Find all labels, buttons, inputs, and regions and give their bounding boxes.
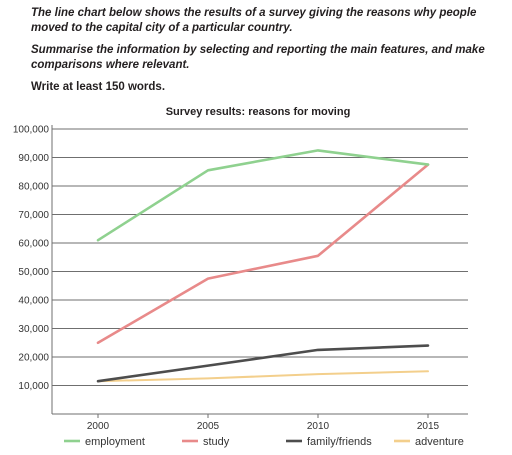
series-line-study: [96, 163, 430, 345]
legend-label: adventure: [415, 436, 464, 448]
x-tick-label: 2000: [87, 421, 110, 432]
legend-label: study: [203, 436, 230, 448]
y-tick-label: 80,000: [18, 182, 49, 193]
y-tick-label: 60,000: [18, 239, 49, 250]
series-line-family-friends: [96, 344, 430, 383]
x-tick-label: 2005: [197, 421, 220, 432]
y-tick-label: 40,000: [18, 296, 49, 307]
legend-label: family/friends: [307, 436, 372, 448]
x-tick-label: 2015: [417, 421, 440, 432]
series-line-adventure: [97, 370, 429, 383]
y-tick-label: 30,000: [18, 324, 49, 335]
y-tick-label: 70,000: [18, 210, 49, 221]
legend-label: employment: [85, 436, 145, 448]
y-tick-label: 10,000: [18, 381, 49, 392]
y-tick-label: 90,000: [18, 153, 49, 164]
prompt-instruction: Summarise the information by selecting a…: [31, 44, 485, 71]
prompt-word-count: Write at least 150 words.: [31, 81, 166, 93]
series-line-employment: [96, 149, 430, 242]
prompt-description: The line chart below shows the results o…: [31, 7, 477, 34]
y-tick-label: 100,000: [13, 125, 50, 136]
x-tick-label: 2010: [307, 421, 330, 432]
y-tick-label: 20,000: [18, 353, 49, 364]
chart-title: Survey results: reasons for moving: [166, 106, 351, 118]
y-tick-label: 50,000: [18, 267, 49, 278]
task-prompt: The line chart below shows the results o…: [31, 6, 501, 95]
